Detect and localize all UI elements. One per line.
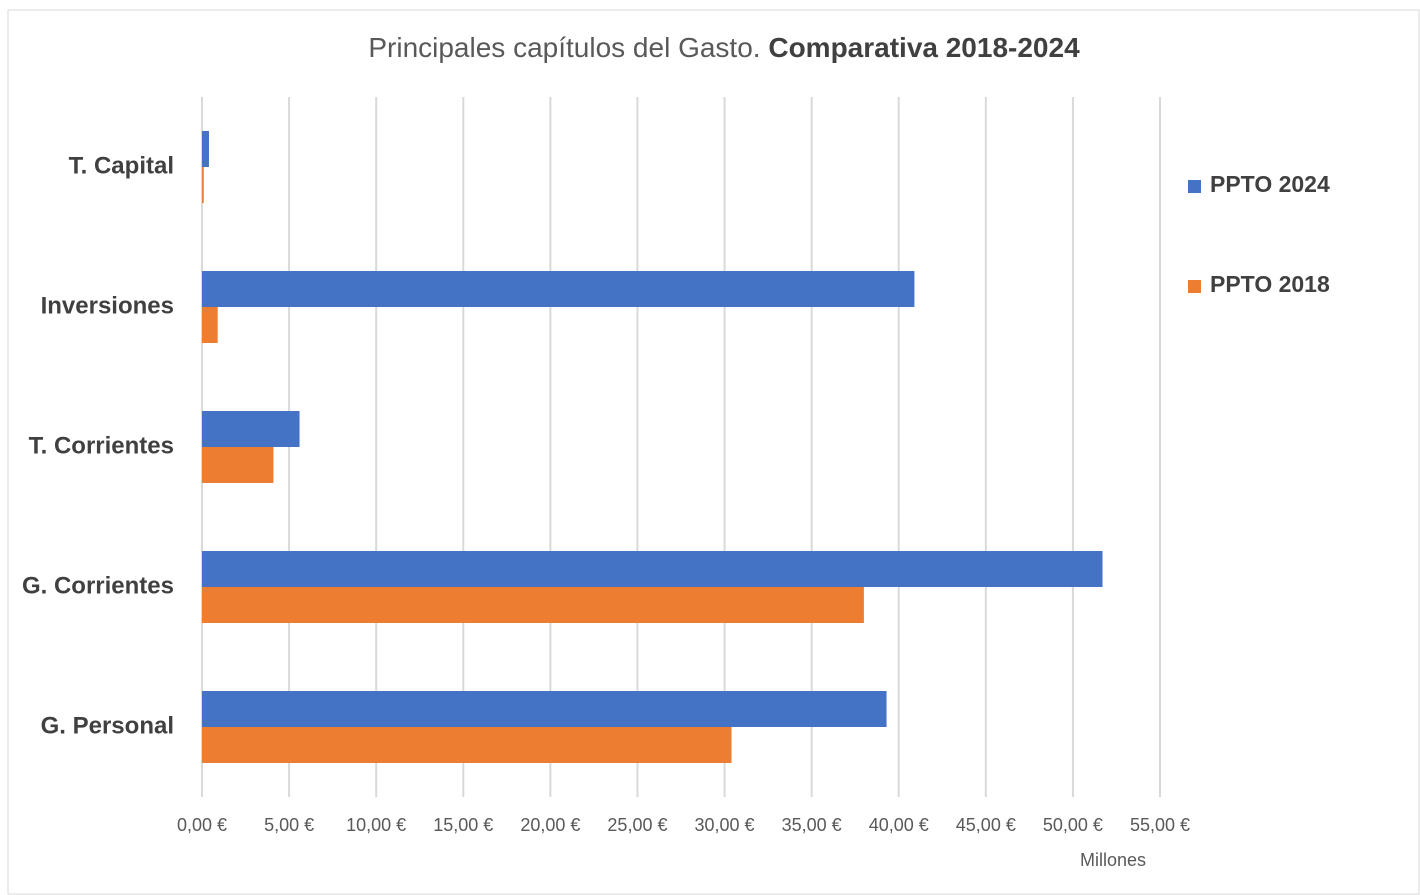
x-tick-label: 45,00 €	[956, 815, 1016, 835]
bar	[202, 447, 274, 483]
title-part: Comparativa 2018-2024	[768, 32, 1080, 63]
bar	[202, 587, 864, 623]
x-tick-label: 40,00 €	[869, 815, 929, 835]
chart-title: Principales capítulos del Gasto. Compara…	[368, 32, 1080, 63]
legend-swatch	[1188, 280, 1201, 293]
bar	[202, 411, 300, 447]
x-tick-label: 5,00 €	[264, 815, 314, 835]
x-tick-label: 20,00 €	[520, 815, 580, 835]
legend-swatch	[1188, 180, 1201, 193]
bar	[202, 271, 915, 307]
x-tick-label: 35,00 €	[782, 815, 842, 835]
x-tick-label: 25,00 €	[607, 815, 667, 835]
bar	[202, 727, 732, 763]
bar	[202, 307, 218, 343]
y-tick-label: Inversiones	[41, 292, 174, 319]
y-tick-label: G. Corrientes	[22, 572, 174, 599]
x-axis-label: Millones	[1080, 850, 1146, 870]
bar	[202, 167, 204, 203]
y-tick-label: T. Corrientes	[29, 432, 174, 459]
y-tick-label: G. Personal	[41, 712, 174, 739]
title-part: Principales capítulos del Gasto.	[368, 32, 760, 63]
bar	[202, 551, 1103, 587]
y-tick-label: T. Capital	[69, 152, 174, 179]
x-tick-label: 15,00 €	[433, 815, 493, 835]
x-tick-label: 30,00 €	[695, 815, 755, 835]
x-tick-label: 0,00 €	[177, 815, 227, 835]
x-tick-label: 55,00 €	[1130, 815, 1190, 835]
legend-label: PPTO 2024	[1210, 171, 1330, 197]
x-tick-label: 10,00 €	[346, 815, 406, 835]
bar	[202, 131, 209, 167]
x-tick-label: 50,00 €	[1043, 815, 1103, 835]
bar	[202, 691, 887, 727]
legend-label: PPTO 2018	[1210, 271, 1330, 297]
